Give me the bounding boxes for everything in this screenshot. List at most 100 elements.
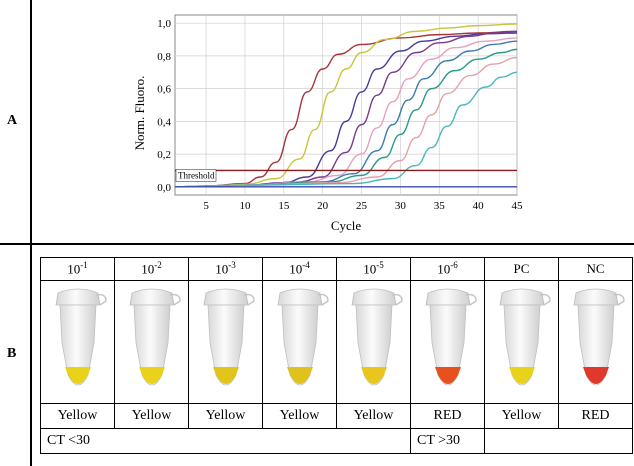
tube-image-cell: [114, 280, 189, 404]
tube-label-base: 10: [437, 261, 451, 277]
tube-label: 10-5: [336, 257, 411, 281]
tube-cap: [499, 288, 544, 306]
tube-image-cell: [336, 280, 411, 404]
y-tick-label: 0,2: [157, 149, 171, 161]
tube-label-exponent: -6: [450, 260, 458, 271]
x-tick-label: 35: [434, 200, 446, 212]
tube-label-base: 10: [141, 261, 155, 277]
tube-image-cell: [262, 280, 337, 404]
tube-color-result: Yellow: [188, 403, 263, 429]
pcr-tube-icon: [277, 288, 329, 386]
tube-liquid: [582, 367, 609, 384]
tube-header-row: 10-1 10-2 10-3 10-4 10-5 10-6 PC NC: [40, 257, 633, 281]
x-tick-label: 10: [239, 200, 251, 212]
tube-cap: [129, 288, 174, 306]
tube-color-result: Yellow: [114, 403, 189, 429]
panel-divider-horizontal: [0, 243, 634, 245]
x-tick-label: 45: [512, 200, 524, 212]
plot-area: [174, 14, 518, 196]
tube-label-exponent: -4: [302, 260, 310, 271]
series-line: [174, 30, 518, 188]
tube-cap-hinge: [539, 293, 551, 306]
y-tick-label: 0,0: [157, 182, 171, 194]
tube-image-cell: [484, 280, 559, 404]
tube-cap-hinge: [613, 293, 625, 306]
ct-empty-cell: [484, 428, 633, 454]
tube-label-exponent: -5: [376, 260, 384, 271]
tube-cap: [277, 288, 322, 306]
tube-image-cell: [558, 280, 633, 404]
y-tick-label: 0,8: [157, 51, 171, 63]
series-line: [174, 23, 518, 188]
pcr-tube-icon: [129, 288, 181, 386]
tube-body: [59, 304, 96, 386]
x-tick-label: 40: [473, 200, 485, 212]
series-line: [174, 37, 518, 188]
tube-label: PC: [484, 257, 559, 281]
tube-body: [281, 304, 318, 386]
tube-label: NC: [558, 257, 633, 281]
threshold-label: Threshold: [178, 170, 215, 180]
tube-label-base: 10: [215, 261, 229, 277]
tube-cap: [573, 288, 618, 306]
tube-body: [207, 304, 244, 386]
tube-body: [355, 304, 392, 386]
tube-color-result: Yellow: [484, 403, 559, 429]
x-tick-label: 30: [395, 200, 407, 212]
tube-image-cell: [410, 280, 485, 404]
tube-cap: [55, 288, 100, 306]
panel-a-label: A: [7, 113, 18, 128]
tube-color-row: Yellow Yellow Yellow Yellow Yellow RED Yellow R…: [40, 403, 633, 429]
tube-label-base: 10: [67, 261, 81, 277]
pcr-tube-icon: [573, 288, 625, 386]
tube-cap-hinge: [169, 293, 181, 306]
x-tick-label: 20: [317, 200, 329, 212]
tube-liquid: [508, 367, 535, 384]
tube-body: [429, 304, 466, 386]
x-tick-label: 5: [203, 200, 209, 212]
pcr-tube-icon: [499, 288, 551, 386]
ct-high-cell: CT >30: [410, 428, 485, 454]
tube-cap-hinge: [465, 293, 477, 306]
x-tick-label: 15: [278, 200, 290, 212]
tube-label-exponent: -2: [154, 260, 162, 271]
tube-label: 10-3: [188, 257, 263, 281]
pcr-tube-icon: [351, 288, 403, 386]
tube-liquid: [212, 367, 239, 384]
tube-label: 10-2: [114, 257, 189, 281]
tube-cap-hinge: [95, 293, 107, 306]
tube-label-base: 10: [289, 261, 303, 277]
panel-b-label: B: [7, 346, 17, 361]
y-tick-labels: 0,0 0,2 0,4 0,6 0,8 1,0: [157, 18, 171, 194]
y-tick-label: 0,4: [157, 116, 171, 128]
tube-color-result: RED: [410, 403, 485, 429]
x-tick-label: 25: [356, 200, 368, 212]
tube-liquid: [286, 367, 313, 384]
tube-cap-hinge: [317, 293, 329, 306]
y-tick-label: 1,0: [157, 18, 171, 30]
tube-label-base: 10: [363, 261, 377, 277]
tube-cap-hinge: [391, 293, 403, 306]
tube-cap: [351, 288, 396, 306]
tube-cap-hinge: [243, 293, 255, 306]
tube-liquid: [434, 367, 461, 384]
x-tick-labels: 5 10 15 20 25 30 35 40 45: [203, 200, 523, 212]
ct-low-cell: CT <30: [40, 428, 411, 454]
amplification-chart: Threshold 5 10 15 20 25 30 35 40 45 0,0 0,2 0,4 0,6…: [132, 14, 523, 233]
tube-body: [503, 304, 540, 386]
threshold-label-box: [175, 169, 217, 182]
tube-label-base: NC: [586, 261, 605, 276]
tube-cap: [425, 288, 470, 306]
pcr-tube-icon: [55, 288, 107, 386]
pcr-tube-icon: [203, 288, 255, 386]
tube-image-row: [40, 280, 633, 404]
tube-results-table: 10-1 10-2 10-3 10-4 10-5 10-6 PC NC Yellow Yello…: [40, 257, 633, 454]
tube-image-cell: [40, 280, 115, 404]
tube-body: [577, 304, 614, 386]
tube-cap: [203, 288, 248, 306]
tube-label-base: PC: [513, 261, 530, 276]
series-line: [174, 48, 518, 188]
tube-liquid: [64, 367, 91, 384]
tube-liquid: [138, 367, 165, 384]
y-axis-label: Norm. Fluoro.: [132, 76, 147, 151]
